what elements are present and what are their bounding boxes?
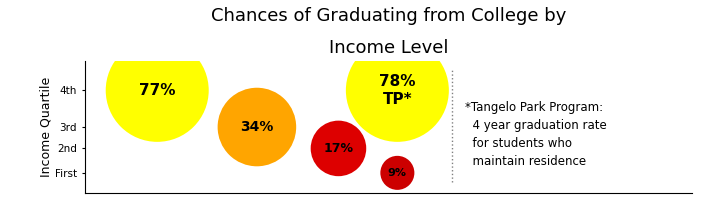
Point	[333, 147, 344, 150]
Y-axis label: Income Quartile: Income Quartile	[39, 77, 52, 177]
Point	[392, 89, 403, 92]
Text: 77%: 77%	[139, 83, 176, 98]
Text: Chances of Graduating from College by: Chances of Graduating from College by	[210, 7, 566, 25]
Point	[392, 171, 403, 175]
Point	[152, 89, 163, 92]
Point	[251, 125, 263, 129]
Text: 78%
TP*: 78% TP*	[379, 74, 416, 107]
Text: 9%: 9%	[388, 168, 407, 178]
Text: 17%: 17%	[323, 142, 354, 155]
Text: 34%: 34%	[240, 120, 274, 134]
Text: Income Level: Income Level	[328, 39, 448, 57]
Text: *Tangelo Park Program:
  4 year graduation rate
  for students who
  maintain re: *Tangelo Park Program: 4 year graduation…	[465, 101, 607, 168]
